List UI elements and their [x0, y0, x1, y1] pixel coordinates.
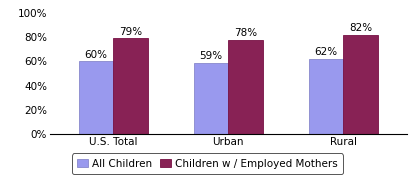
Bar — [78, 61, 113, 134]
Bar — [309, 59, 343, 134]
Text: 60%: 60% — [84, 49, 107, 60]
Bar — [228, 40, 263, 134]
Legend: All Children, Children w / Employed Mothers: All Children, Children w / Employed Moth… — [72, 153, 343, 174]
Bar — [113, 38, 148, 134]
Text: 78%: 78% — [234, 28, 257, 38]
Bar — [194, 62, 228, 134]
Text: 59%: 59% — [200, 51, 222, 61]
Bar — [343, 35, 378, 134]
Text: 62%: 62% — [315, 47, 338, 57]
Text: 82%: 82% — [349, 23, 372, 33]
Text: 79%: 79% — [119, 27, 142, 37]
